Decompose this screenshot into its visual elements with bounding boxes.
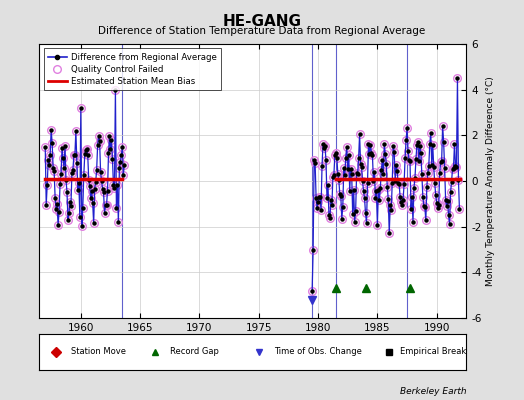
Y-axis label: Monthly Temperature Anomaly Difference (°C): Monthly Temperature Anomaly Difference (… [486,76,495,286]
Text: Time of Obs. Change: Time of Obs. Change [274,348,362,356]
Text: Difference of Station Temperature Data from Regional Average: Difference of Station Temperature Data f… [99,26,425,36]
Text: Record Gap: Record Gap [170,348,219,356]
Text: Station Move: Station Move [71,348,126,356]
Text: Empirical Break: Empirical Break [400,348,466,356]
Text: HE-GANG: HE-GANG [223,14,301,29]
Text: Berkeley Earth: Berkeley Earth [400,387,466,396]
Legend: Difference from Regional Average, Quality Control Failed, Estimated Station Mean: Difference from Regional Average, Qualit… [43,48,221,90]
